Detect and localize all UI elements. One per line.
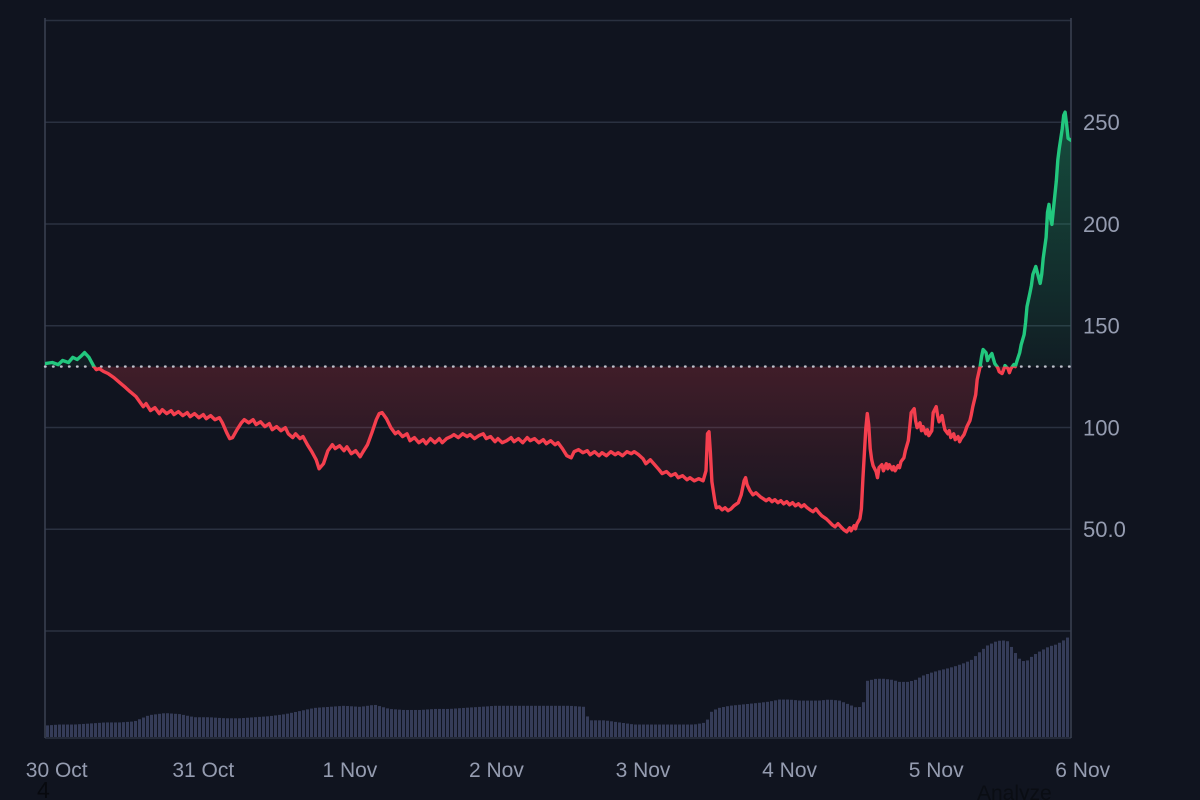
y-tick-label: 50.0 xyxy=(1083,517,1126,542)
x-axis-ticks: 30 Oct 31 Oct 1 Nov 2 Nov 3 Nov 4 Nov 5 Nov 6 N… xyxy=(26,759,1111,782)
price-area-up xyxy=(45,112,1071,367)
x-tick-label: 3 Nov xyxy=(616,759,671,782)
x-tick-label: 4 Nov xyxy=(762,759,817,782)
price-line-down xyxy=(92,366,1018,534)
plot-borders xyxy=(44,18,1072,738)
y-tick-label: 250 xyxy=(1083,110,1120,135)
x-tick-label: 5 Nov xyxy=(909,759,964,782)
x-tick-label: 1 Nov xyxy=(322,759,377,782)
clipped-text-4: 4 xyxy=(37,777,50,800)
y-tick-label: 200 xyxy=(1083,212,1120,237)
y-tick-label: 150 xyxy=(1083,314,1120,339)
x-tick-label: 31 Oct xyxy=(172,759,234,782)
price-line-up xyxy=(45,110,1071,367)
y-axis-ticks: 250 200 150 100 50.0 xyxy=(1083,110,1126,542)
y-tick-label: 100 xyxy=(1083,415,1120,440)
analyze-button-label[interactable]: Analyze xyxy=(977,782,1052,800)
x-tick-label: 6 Nov xyxy=(1055,759,1110,782)
x-tick-label: 30 Oct xyxy=(26,759,88,782)
x-tick-label: 2 Nov xyxy=(469,759,524,782)
price-area-down xyxy=(94,366,1013,532)
volume-bars xyxy=(46,637,1069,737)
